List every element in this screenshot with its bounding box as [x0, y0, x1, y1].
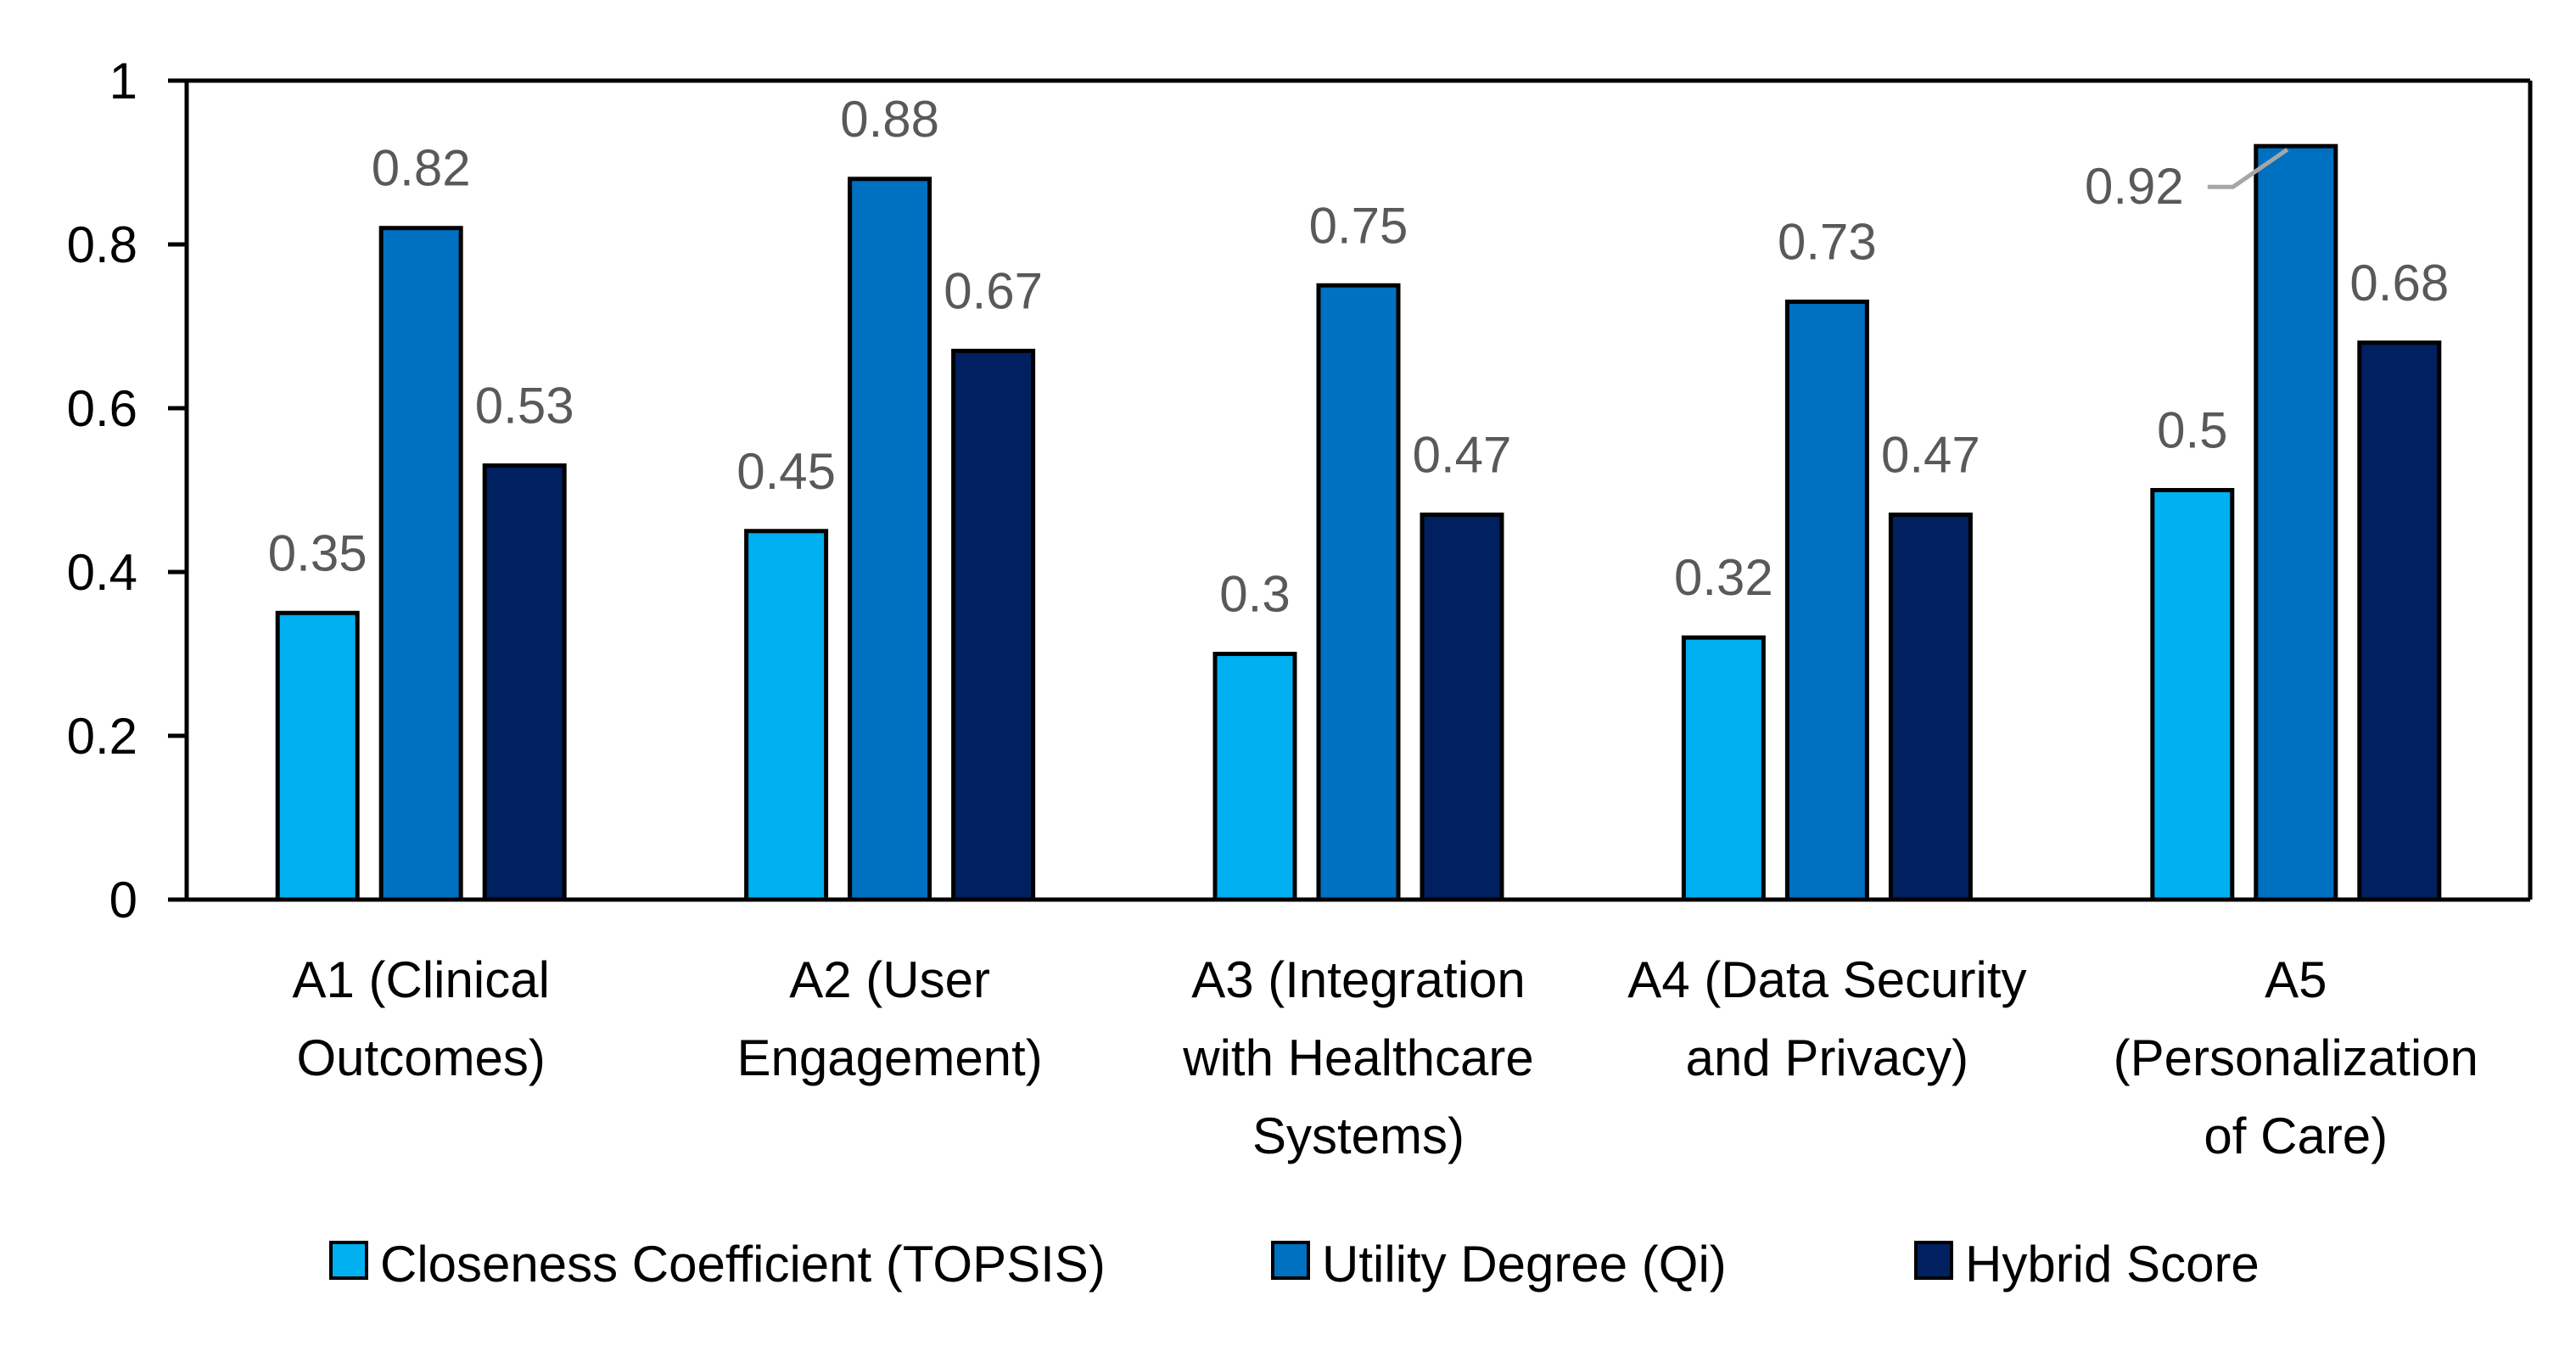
bar-2-5	[2254, 143, 2338, 902]
x-category-labels: A1 (Clinical Outcomes) A2 (User Engagement)…	[292, 951, 2478, 1164]
bar-2-2	[848, 177, 932, 902]
bar-3-3	[1420, 512, 1504, 902]
category-label-line: A5	[2265, 951, 2327, 1008]
category-label-line: A2 (User	[789, 951, 990, 1008]
category-label-line: A4 (Data Security	[1627, 951, 2026, 1008]
data-labels-group: 0.35 0.45 0.3 0.32 0.5 0.82 0.88 0.75 0.73 0.92 0.…	[268, 91, 2449, 623]
y-tick-label: 0.6	[67, 380, 137, 437]
category-label-line: Systems)	[1252, 1108, 1464, 1164]
category-label-line: and Privacy)	[1686, 1029, 1968, 1086]
category-label-4: A4 (Data Security and Privacy)	[1627, 951, 2026, 1086]
bar-1-2	[744, 529, 829, 902]
bar-3-4	[1888, 512, 1973, 902]
data-label-3-3: 0.47	[1413, 426, 1512, 483]
legend-label-1: Closeness Coefficient (TOPSIS)	[380, 1236, 1106, 1293]
legend-label-2: Utility Degree (Qi)	[1322, 1236, 1727, 1293]
y-tick-label: 0	[109, 872, 137, 928]
y-tick-label: 1	[109, 53, 137, 109]
data-label-2-5: 0.92	[2085, 158, 2184, 215]
data-label-2-2: 0.88	[840, 91, 939, 148]
category-label-line: A1 (Clinical	[292, 951, 549, 1008]
data-label-3-5: 0.68	[2349, 255, 2449, 311]
category-label-5: A5 (Personalization of Care)	[2114, 951, 2478, 1164]
bar-3-1	[482, 463, 567, 902]
category-label-3: A3 (Integration with Healthcare Systems)	[1182, 951, 1534, 1164]
bar-2-1	[378, 226, 463, 902]
category-label-2: A2 (User Engagement)	[736, 951, 1042, 1086]
y-tick-labels: 0 0.2 0.4 0.6 0.8 1	[67, 53, 137, 928]
bar-2-3	[1316, 283, 1401, 902]
category-label-line: Engagement)	[736, 1029, 1042, 1086]
y-tick-label: 0.2	[67, 708, 137, 765]
category-label-1: A1 (Clinical Outcomes)	[292, 951, 549, 1086]
data-label-1-4: 0.32	[1674, 549, 1773, 606]
category-label-line: of Care)	[2204, 1108, 2388, 1164]
bars-group	[275, 143, 2442, 902]
category-label-line: A3 (Integration	[1191, 951, 1526, 1008]
y-tick-label: 0.8	[67, 216, 137, 273]
bar-1-5	[2150, 488, 2235, 902]
legend-label-3: Hybrid Score	[1965, 1236, 2260, 1293]
data-label-3-2: 0.67	[944, 262, 1043, 319]
bar-3-2	[951, 348, 1036, 902]
category-label-line: with Healthcare	[1182, 1029, 1534, 1086]
data-label-3-1: 0.53	[475, 378, 574, 435]
data-label-1-5: 0.5	[2157, 402, 2227, 459]
y-tick-label: 0.4	[67, 544, 137, 601]
category-label-line: Outcomes)	[296, 1029, 545, 1086]
data-label-1-3: 0.3	[1219, 566, 1290, 623]
legend-swatch-1	[329, 1241, 368, 1280]
data-label-1-1: 0.35	[268, 524, 367, 581]
data-label-3-4: 0.47	[1881, 426, 1980, 483]
bar-1-4	[1681, 635, 1766, 902]
legend: Closeness Coefficient (TOPSIS) Utility De…	[329, 1236, 2260, 1293]
data-label-2-4: 0.73	[1778, 214, 1877, 271]
data-label-2-3: 0.75	[1309, 197, 1408, 254]
leader-line	[2207, 148, 2289, 189]
bar-2-4	[1784, 300, 1869, 902]
category-label-line: (Personalization	[2114, 1029, 2478, 1086]
data-label-2-1: 0.82	[372, 140, 471, 197]
bar-1-3	[1212, 652, 1297, 902]
data-label-1-2: 0.45	[736, 443, 836, 500]
bar-3-5	[2357, 340, 2442, 902]
axes-group	[168, 78, 2533, 902]
bar-1-1	[275, 610, 360, 902]
legend-swatch-2	[1271, 1241, 1310, 1280]
legend-swatch-3	[1914, 1241, 1953, 1280]
